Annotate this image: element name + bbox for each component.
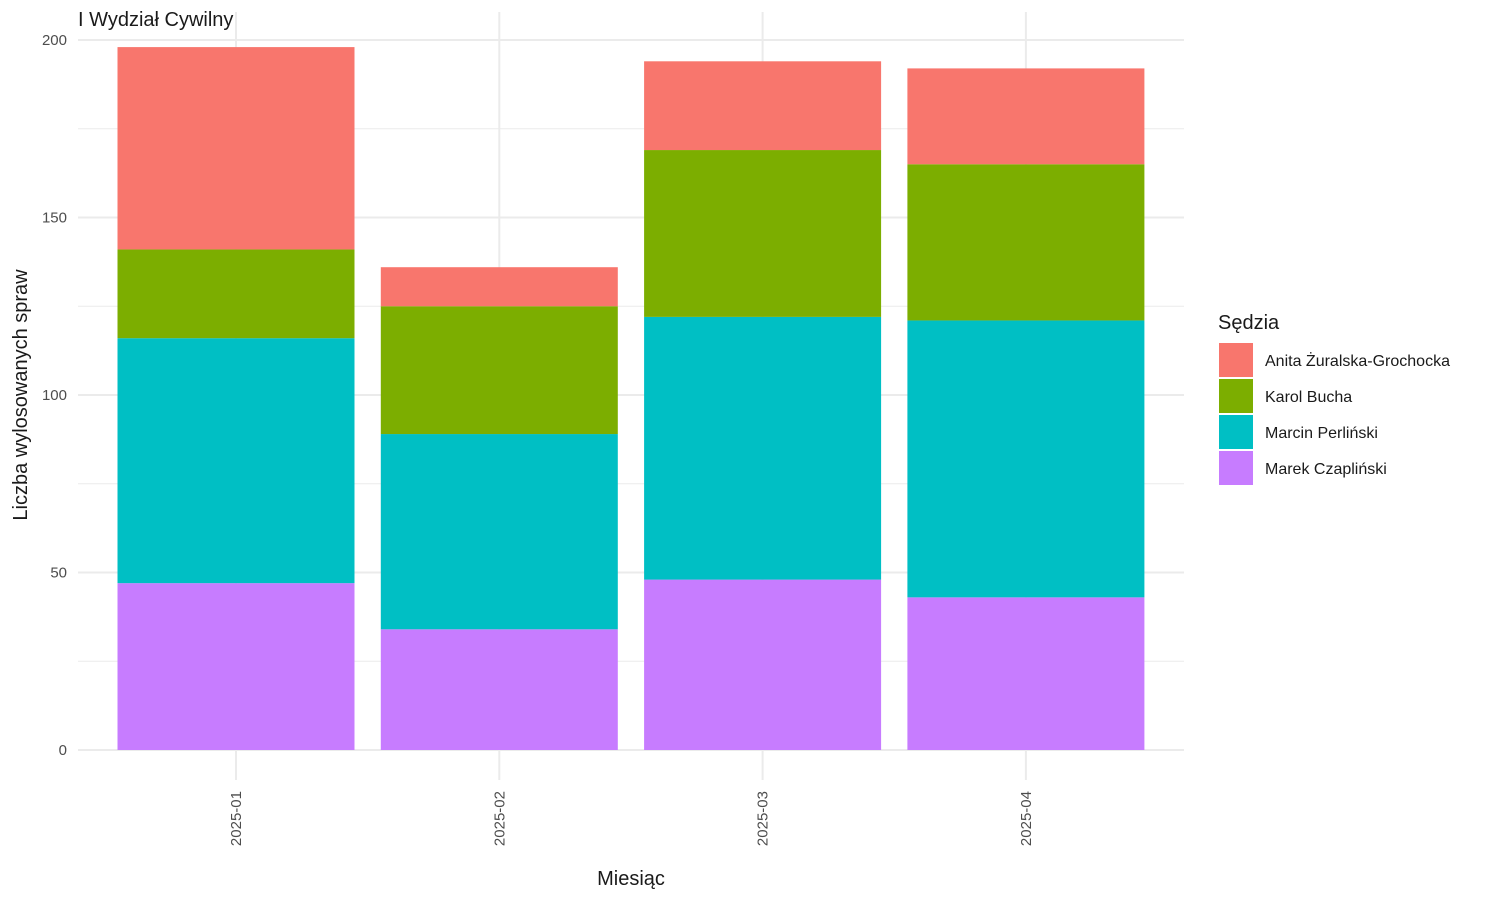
bar-segment [907, 68, 1145, 165]
legend: Sędzia Anita Żuralska-Grochocka Karol Buc… [1218, 312, 1450, 485]
legend-title: Sędzia [1218, 312, 1280, 334]
bar-segment [644, 579, 882, 750]
y-tick-label: 100 [42, 387, 67, 404]
bar-segment [117, 338, 355, 584]
x-tick-label: 2025-03 [755, 791, 772, 846]
y-axis-title: Liczba wylosowanych spraw [10, 269, 32, 521]
legend-label: Marcin Perliński [1265, 425, 1378, 442]
x-tick-label: 2025-01 [228, 791, 245, 846]
y-tick-label: 200 [42, 32, 67, 49]
legend-swatch [1219, 415, 1253, 449]
bar-segment [644, 150, 882, 317]
y-tick-label: 50 [50, 565, 67, 582]
x-axis-title: Miesiąc [597, 868, 665, 890]
bar-segment [380, 434, 618, 630]
bar-segment [907, 597, 1145, 750]
bar-segment [380, 267, 618, 307]
bars [117, 47, 1145, 750]
bar-segment [644, 316, 882, 580]
bar-segment [117, 583, 355, 750]
x-tick-label: 2025-02 [491, 791, 508, 846]
y-tick-label: 150 [42, 210, 67, 227]
x-tick-label: 2025-04 [1018, 791, 1035, 846]
legend-label: Anita Żuralska-Grochocka [1265, 351, 1450, 370]
chart-title: I Wydział Cywilny [78, 9, 233, 31]
bar-segment [644, 61, 882, 151]
axes: 0 50 100 150 200 2025-01 2025-02 2025-03 2025-04 [42, 32, 1035, 846]
legend-swatch [1219, 451, 1253, 485]
legend-swatch [1219, 379, 1253, 413]
bar-segment [380, 629, 618, 750]
legend-swatch [1219, 343, 1253, 377]
bar-segment [907, 164, 1145, 321]
bar-segment [907, 320, 1145, 598]
bar-segment [117, 47, 355, 250]
bar-segment [117, 249, 355, 339]
legend-label: Karol Bucha [1265, 389, 1352, 406]
y-tick-label: 0 [59, 742, 67, 759]
bar-segment [380, 306, 618, 435]
legend-label: Marek Czapliński [1265, 461, 1387, 478]
